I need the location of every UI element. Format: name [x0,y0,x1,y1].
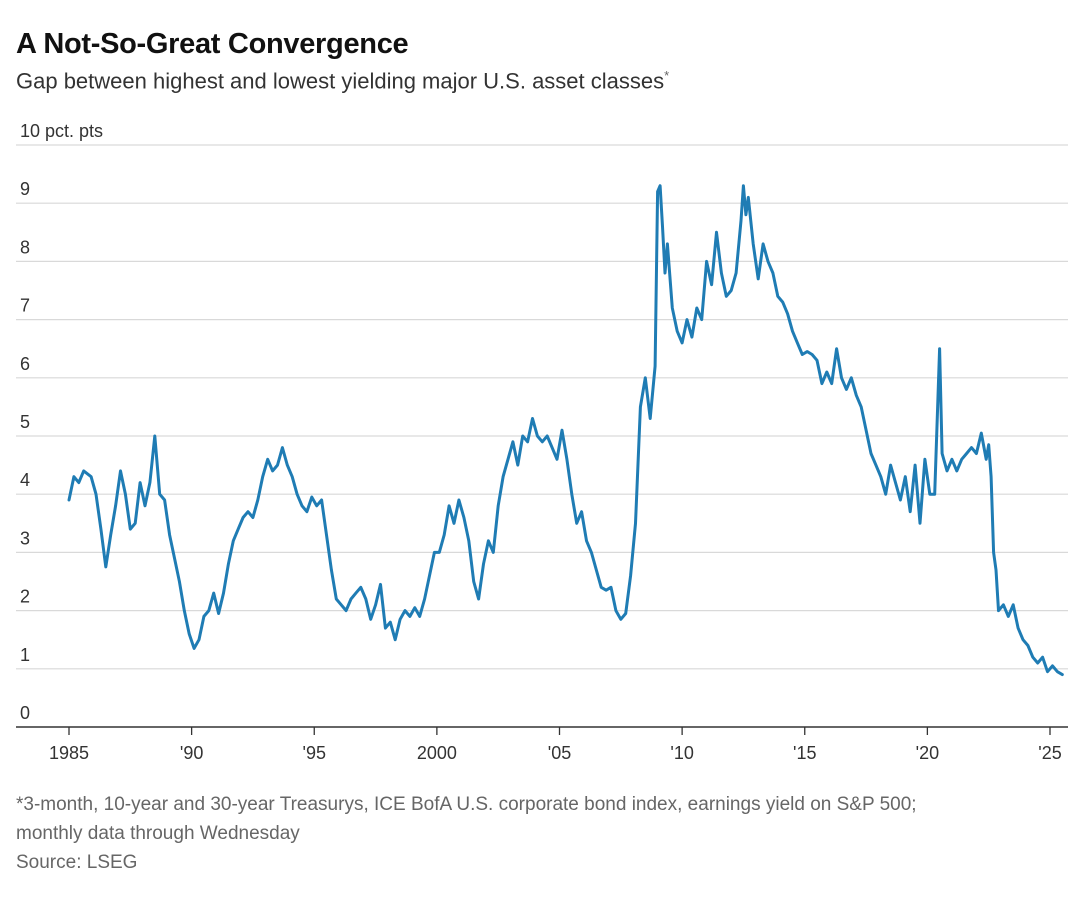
chart-notes: *3-month, 10-year and 30-year Treasurys,… [16,790,917,877]
subtitle-footnote-mark: * [664,68,670,83]
x-tick-label-2025: '25 [1038,743,1061,763]
subtitle-text: Gap between highest and lowest yielding … [16,68,665,94]
x-tick-label-1995: '95 [303,743,326,763]
y-tick-label-3: 3 [20,528,30,548]
source-note: Source: LSEG [16,852,138,873]
y-tick-label-9: 9 [20,179,30,199]
x-tick-label-2015: '15 [793,743,816,763]
y-tick-label-8: 8 [20,237,30,257]
y-tick-label-7: 7 [20,296,30,316]
y-tick-label-5: 5 [20,412,30,432]
line-chart: 0 1 2 3 4 5 6 7 8 9 10 pct. pts 1985 '90 '95 2000 '05 '… [16,121,1068,763]
x-tick-label-2010: '10 [670,743,693,763]
y-tick-label-6: 6 [20,354,30,374]
x-tick-label-1990: '90 [180,743,203,763]
chart-title: A Not-So-Great Convergence [16,28,409,60]
footnote-line-1: *3-month, 10-year and 30-year Treasurys,… [16,794,917,815]
gridlines [16,144,1068,670]
footnote-line-2: monthly data through Wednesday [16,823,300,844]
series-layer [67,184,1064,677]
x-tick-label-2020: '20 [916,743,939,763]
y-tick-label-1: 1 [20,645,30,665]
x-tick-label-1985: 1985 [49,743,89,763]
y-tick-label-2: 2 [20,587,30,607]
chart-subtitle: Gap between highest and lowest yielding … [16,68,669,94]
x-tick-label-2000: 2000 [417,743,457,763]
y-tick-label-10: 10 pct. pts [20,121,103,141]
y-tick-label-4: 4 [20,470,30,490]
x-axis: 1985 '90 '95 2000 '05 '10 '15 '20 '25 [16,726,1068,763]
series-line-0 [67,184,1064,677]
x-tick-label-2005: '05 [548,743,571,763]
y-tick-label-0: 0 [20,703,30,723]
y-axis-labels: 0 1 2 3 4 5 6 7 8 9 10 pct. pts [20,121,103,723]
